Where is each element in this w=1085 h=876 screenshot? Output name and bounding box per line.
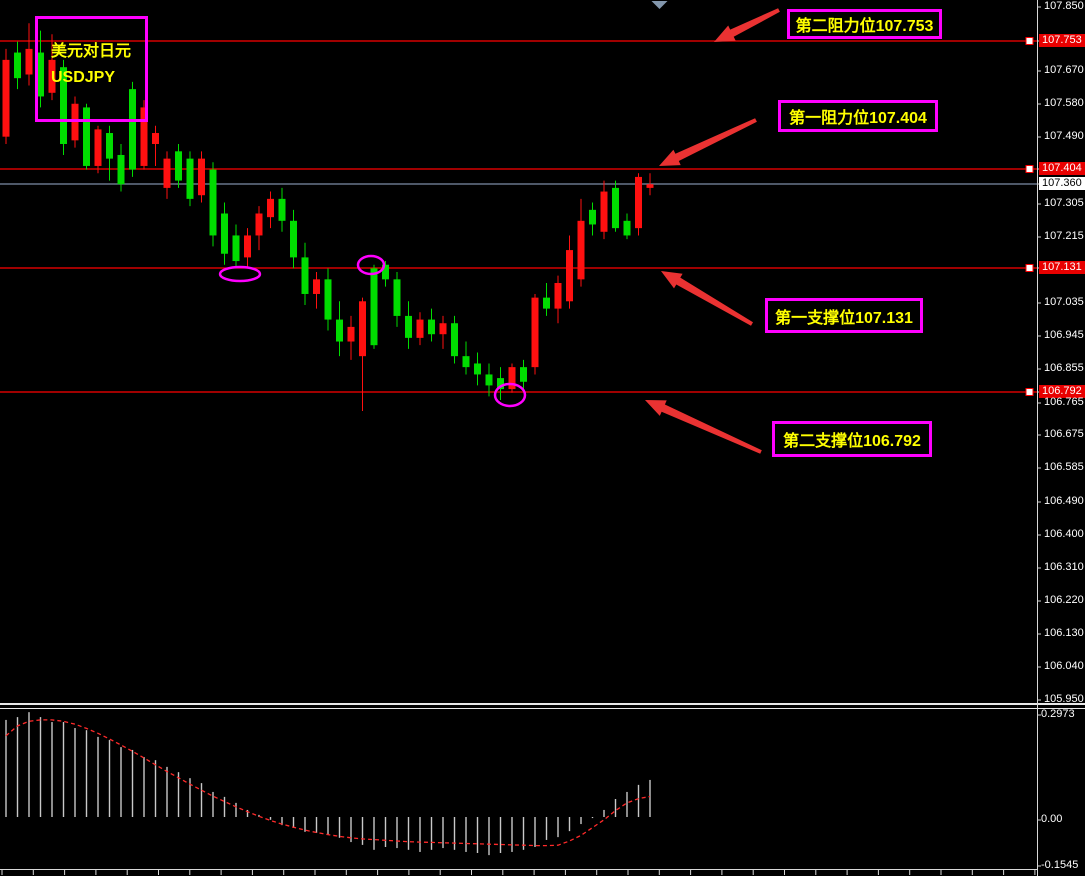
price-scale-label: 106.585 (1044, 461, 1084, 473)
price-scale-label: 106.855 (1044, 362, 1084, 374)
symbol-ticker: USDJPY (51, 68, 116, 86)
candles (2, 23, 654, 412)
indicator-scale-label: 0.2973 (1041, 708, 1075, 720)
time-axis[interactable] (1, 869, 1036, 875)
indicator-histogram (5, 712, 651, 856)
level-handle-support-1[interactable] (1025, 264, 1034, 272)
highlight-circle-1[interactable] (218, 265, 262, 283)
annotation-support-1[interactable]: 第一支撑位107.131 (765, 298, 923, 333)
annotation-resistance-1-label: 第一阻力位107.404 (789, 110, 927, 127)
price-scale-label: 106.220 (1044, 594, 1084, 606)
annotation-resistance-2-label: 第二阻力位107.753 (795, 18, 934, 35)
price-scale-label: 105.950 (1044, 693, 1084, 705)
price-scale-label: 106.945 (1044, 329, 1084, 341)
scroll-to-end-marker-icon[interactable] (651, 1, 668, 9)
annotation-arrow-3[interactable] (661, 271, 753, 326)
level-price-badge: 107.753 (1039, 34, 1085, 47)
highlight-circle-2[interactable] (356, 254, 386, 276)
annotation-resistance-1[interactable]: 第一阻力位107.404 (778, 100, 938, 132)
indicator-scale-label: -0.1545 (1041, 859, 1079, 871)
price-scale-label: 107.035 (1044, 296, 1084, 308)
price-scale-label: 106.040 (1044, 660, 1084, 672)
annotation-support-2[interactable]: 第二支撑位106.792 (772, 421, 932, 457)
annotation-support-1-label: 第一支撑位107.131 (775, 309, 913, 327)
level-handle-resistance-1[interactable] (1025, 165, 1034, 173)
price-scale-label: 106.765 (1044, 396, 1084, 408)
annotation-arrow-2[interactable] (659, 118, 757, 166)
symbol-label-box[interactable]: 美元对日元 USDJPY (35, 16, 148, 122)
annotation-support-2-label: 第二支撑位106.792 (783, 433, 921, 450)
price-scale-label: 106.400 (1044, 528, 1084, 540)
price-scale-label: 106.490 (1044, 495, 1084, 507)
panel-separator[interactable] (0, 703, 1085, 705)
indicator-signal-line (5, 719, 651, 847)
price-scale-label: 106.310 (1044, 561, 1084, 573)
price-scale-label: 107.580 (1044, 97, 1084, 109)
price-scale-label: 107.670 (1044, 64, 1084, 76)
indicator-scale-label: 0.00 (1041, 813, 1063, 825)
price-scale-label: 106.675 (1044, 428, 1084, 440)
price-scale-label: 107.305 (1044, 197, 1084, 209)
symbol-name-cn: 美元对日元 (51, 43, 132, 60)
price-scale-label: 107.850 (1044, 0, 1084, 12)
price-scale-label: 107.215 (1044, 230, 1084, 242)
level-price-badge: 107.131 (1039, 261, 1085, 274)
highlight-circle-3[interactable] (493, 382, 527, 408)
current-price-badge: 107.360 (1039, 177, 1085, 190)
annotation-arrow-4[interactable] (645, 400, 762, 454)
level-price-badge: 107.404 (1039, 162, 1085, 175)
price-scale-label: 106.130 (1044, 627, 1084, 639)
annotation-arrow-1[interactable] (714, 8, 780, 42)
price-scale-label: 107.490 (1044, 130, 1084, 142)
annotation-resistance-2[interactable]: 第二阻力位107.753 (787, 9, 942, 39)
level-price-badge: 106.792 (1039, 385, 1085, 398)
level-handle-resistance-2[interactable] (1025, 37, 1034, 45)
level-handle-support-2[interactable] (1025, 388, 1034, 396)
